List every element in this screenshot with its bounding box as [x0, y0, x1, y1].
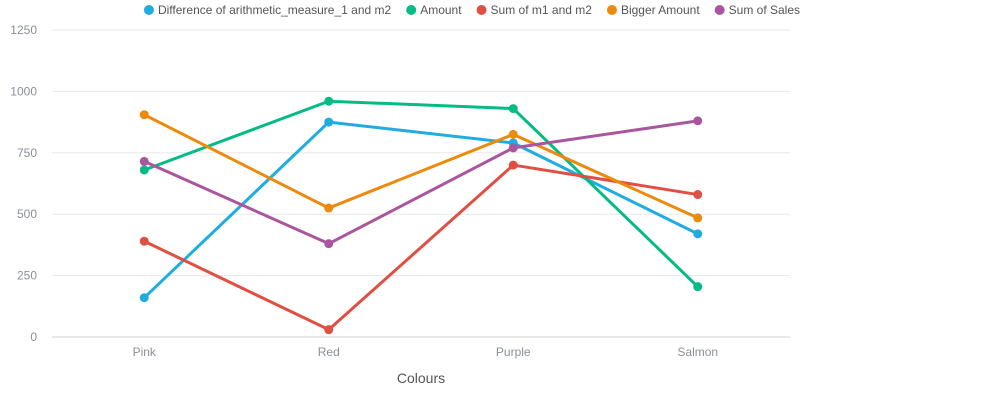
y-axis-ticks: 0 250 500 750 1000 1250 — [10, 23, 37, 344]
legend-label: Amount — [420, 3, 462, 17]
x-axis-ticks: Pink Red Purple Salmon — [133, 345, 719, 359]
series-line — [142, 119, 700, 246]
legend-marker — [606, 5, 617, 15]
data-point[interactable] — [693, 116, 703, 126]
x-axis-title: Colours — [397, 370, 445, 386]
x-tick-label: Pink — [133, 345, 157, 359]
data-point[interactable] — [139, 110, 149, 120]
data-point[interactable] — [693, 229, 703, 239]
data-point[interactable] — [508, 104, 518, 114]
data-point[interactable] — [508, 143, 518, 153]
data-point[interactable] — [508, 160, 518, 170]
y-tick-label: 500 — [17, 207, 37, 221]
data-point[interactable] — [324, 96, 334, 106]
legend-label: Difference of arithmetic_measure_1 and m… — [158, 3, 392, 17]
legend-label: Sum of m1 and m2 — [491, 3, 593, 17]
data-point[interactable] — [139, 236, 149, 246]
series-line — [142, 99, 700, 289]
grid — [52, 29, 790, 338]
y-tick-label: 250 — [17, 269, 37, 283]
data-point[interactable] — [139, 293, 149, 303]
y-tick-label: 1000 — [10, 84, 37, 98]
data-point[interactable] — [324, 117, 334, 127]
legend-marker — [476, 5, 487, 15]
data-point[interactable] — [324, 325, 334, 335]
data-point[interactable] — [508, 129, 518, 139]
data-point[interactable] — [324, 239, 334, 249]
legend: Difference of arithmetic_measure_1 and m… — [143, 3, 800, 17]
legend-marker — [143, 5, 154, 15]
y-tick-label: 750 — [17, 146, 37, 160]
legend-item[interactable]: Amount — [406, 3, 462, 17]
legend-item[interactable]: Difference of arithmetic_measure_1 and m… — [143, 3, 392, 17]
x-tick-label: Salmon — [677, 345, 718, 359]
y-tick-label: 1250 — [10, 23, 37, 37]
data-point[interactable] — [139, 165, 149, 175]
series-line — [142, 120, 700, 300]
legend-marker — [406, 5, 417, 15]
series-lines — [142, 99, 700, 332]
data-point[interactable] — [693, 282, 703, 292]
legend-item[interactable]: Sum of Sales — [714, 3, 800, 17]
y-tick-label: 0 — [30, 330, 37, 344]
x-tick-label: Purple — [496, 345, 531, 359]
legend-marker — [714, 5, 725, 15]
data-point[interactable] — [693, 190, 703, 200]
legend-item[interactable]: Bigger Amount — [606, 3, 700, 17]
data-point[interactable] — [693, 213, 703, 223]
x-tick-label: Red — [318, 345, 340, 359]
series-line — [142, 163, 700, 332]
series-line — [142, 113, 700, 220]
data-point[interactable] — [139, 156, 149, 166]
series-points — [139, 96, 703, 335]
data-point[interactable] — [324, 203, 334, 213]
legend-label: Bigger Amount — [621, 3, 700, 17]
legend-label: Sum of Sales — [729, 3, 800, 17]
legend-item[interactable]: Sum of m1 and m2 — [476, 3, 593, 17]
